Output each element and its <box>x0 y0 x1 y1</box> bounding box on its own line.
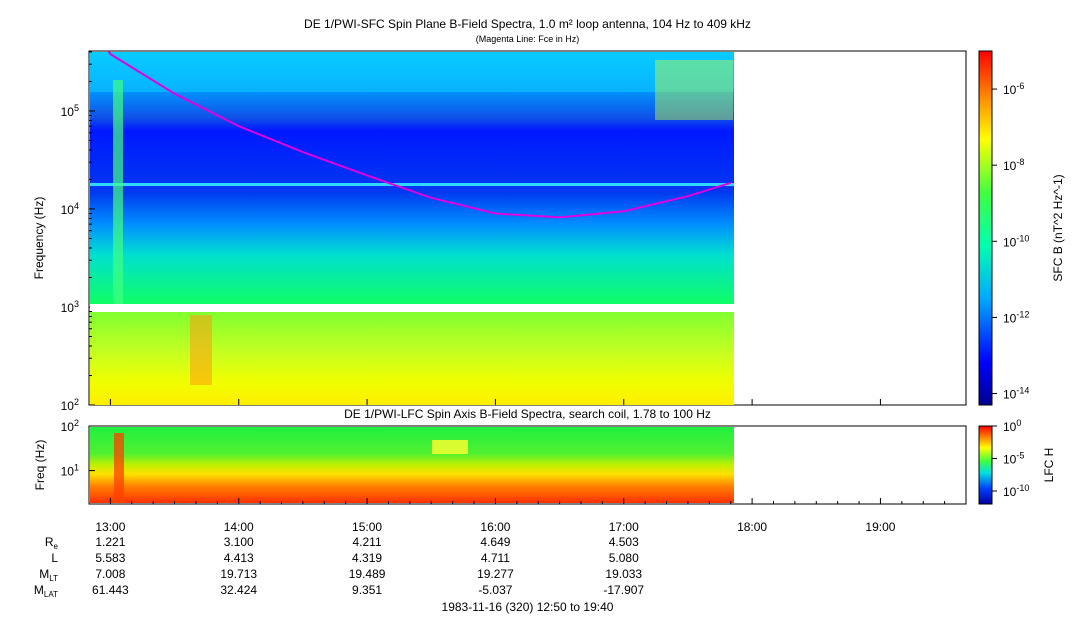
sfc-colorbar-tick-label: 10-8 <box>1003 157 1024 173</box>
sfc-colorbar: 10-6 10-8 10-10 10-12 10-14 SFC B (nT^2 Hz^-… <box>978 50 1065 406</box>
lfc-panel: Freq (Hz) 101 102 <box>33 418 967 505</box>
time-axis: 13:00 14:00 15:00 16:00 17:00 18:00 19:00 <box>95 399 946 534</box>
sfc-colorbar-tick-label: 10-6 <box>1003 81 1024 97</box>
ephemeris-value: 19.489 <box>349 567 386 581</box>
time-tick-label: 15:00 <box>352 520 382 534</box>
sfc-colorbar-tick-label: 10-10 <box>1003 233 1029 249</box>
fce-magenta-line <box>107 50 731 219</box>
lfc-colorbar-tick-label: 10-10 <box>1003 483 1029 499</box>
lfc-y-ticks: 101 102 <box>61 418 95 479</box>
time-tick-label: 19:00 <box>865 520 895 534</box>
lfc-y-tick-label: 101 <box>61 463 79 479</box>
ephemeris-value: 7.008 <box>95 567 125 581</box>
lfc-burst-1300 <box>114 433 124 503</box>
lfc-y-tick-label: 102 <box>61 418 79 434</box>
sfc-subtitle: (Magenta Line: Fce in Hz) <box>475 34 580 44</box>
time-tick-label: 13:00 <box>95 520 125 534</box>
sfc-colorbar-label: SFC B (nT^2 Hz^-1) <box>1051 174 1065 281</box>
lfc-colorbar-gradient <box>978 425 993 505</box>
sfc-y-tick-label: 102 <box>61 397 79 413</box>
sfc-burst-1300 <box>113 80 123 305</box>
ephemeris-value: 32.424 <box>220 583 257 597</box>
sfc-y-tick-label: 103 <box>61 299 79 315</box>
lfc-spectrogram <box>90 427 734 503</box>
sfc-panel: Frequency (Hz) 102 103 104 105 <box>32 50 967 413</box>
ephemeris-value: -5.037 <box>478 583 512 597</box>
ephemeris-value: 5.080 <box>609 551 639 565</box>
lfc-burst-1545 <box>432 440 468 454</box>
sfc-y-ticks: 102 103 104 105 <box>61 51 95 413</box>
sfc-y-axis-label: Frequency (Hz) <box>32 197 46 280</box>
sfc-lower-band-spectrogram <box>90 312 734 405</box>
lfc-y-axis-label: Freq (Hz) <box>33 440 47 491</box>
sfc-band-gap <box>90 303 734 311</box>
ephemeris-row-label: MLAT <box>34 583 58 599</box>
ephemeris-row-label: Re <box>45 535 59 551</box>
ephemeris-value: 4.649 <box>480 535 510 549</box>
time-tick-label: 14:00 <box>224 520 254 534</box>
sfc-burst-1340 <box>190 315 212 385</box>
ephemeris-value: 4.211 <box>353 535 382 549</box>
sfc-colorbar-ticks: 10-6 10-8 10-10 10-12 10-14 <box>992 81 1029 402</box>
sfc-interference-line <box>90 183 734 186</box>
ephemeris-value: -17.907 <box>603 583 644 597</box>
sfc-y-tick-label: 105 <box>61 103 79 119</box>
ephemeris-value: 4.413 <box>224 551 254 565</box>
ephemeris-value: 4.503 <box>609 535 639 549</box>
lfc-colorbar-tick-label: 100 <box>1003 418 1021 434</box>
sfc-colorbar-gradient <box>978 50 993 406</box>
ephemeris-value: 4.711 <box>481 551 510 565</box>
ephemeris-value: 1.221 <box>95 535 125 549</box>
ephemeris-row-label: L <box>51 551 58 565</box>
ephemeris-value: 19.713 <box>220 567 257 581</box>
lfc-colorbar-tick-label: 10-5 <box>1003 451 1024 467</box>
sfc-upper-band-spectrogram <box>90 52 734 306</box>
sfc-top-emission <box>90 52 734 92</box>
ephemeris-value: 3.100 <box>224 535 254 549</box>
footer-date-range: 1983-11-16 (320) 12:50 to 19:40 <box>441 600 614 614</box>
lfc-title: DE 1/PWI-LFC Spin Axis B-Field Spectra, … <box>344 407 711 421</box>
ephemeris-value: 61.443 <box>92 583 129 597</box>
ephemeris-value: 19.277 <box>477 567 514 581</box>
lfc-colorbar-label: LFC H <box>1042 448 1056 483</box>
time-tick-label: 17:00 <box>609 520 639 534</box>
ephemeris-value: 5.583 <box>95 551 125 565</box>
time-tick-label: 18:00 <box>737 520 767 534</box>
lfc-colorbar-ticks: 100 10-5 10-10 <box>992 418 1029 499</box>
ephemeris-value: 19.033 <box>605 567 642 581</box>
sfc-y-tick-label: 104 <box>61 201 79 217</box>
ephemeris-value: 9.351 <box>352 583 382 597</box>
time-tick-label: 16:00 <box>480 520 510 534</box>
sfc-colorbar-tick-label: 10-14 <box>1003 386 1029 402</box>
sfc-title: DE 1/PWI-SFC Spin Plane B-Field Spectra,… <box>304 17 751 31</box>
ephemeris-value: 4.319 <box>352 551 382 565</box>
sfc-emission-1730 <box>655 60 733 120</box>
sfc-colorbar-tick-label: 10-12 <box>1003 309 1029 325</box>
lfc-colorbar: 100 10-5 10-10 LFC H <box>978 418 1056 505</box>
ephemeris-row-label: MLT <box>39 567 58 583</box>
ephemeris-table: Re 1.221 3.100 4.211 4.649 4.503 L 5.583 4.413 4.… <box>34 535 645 599</box>
